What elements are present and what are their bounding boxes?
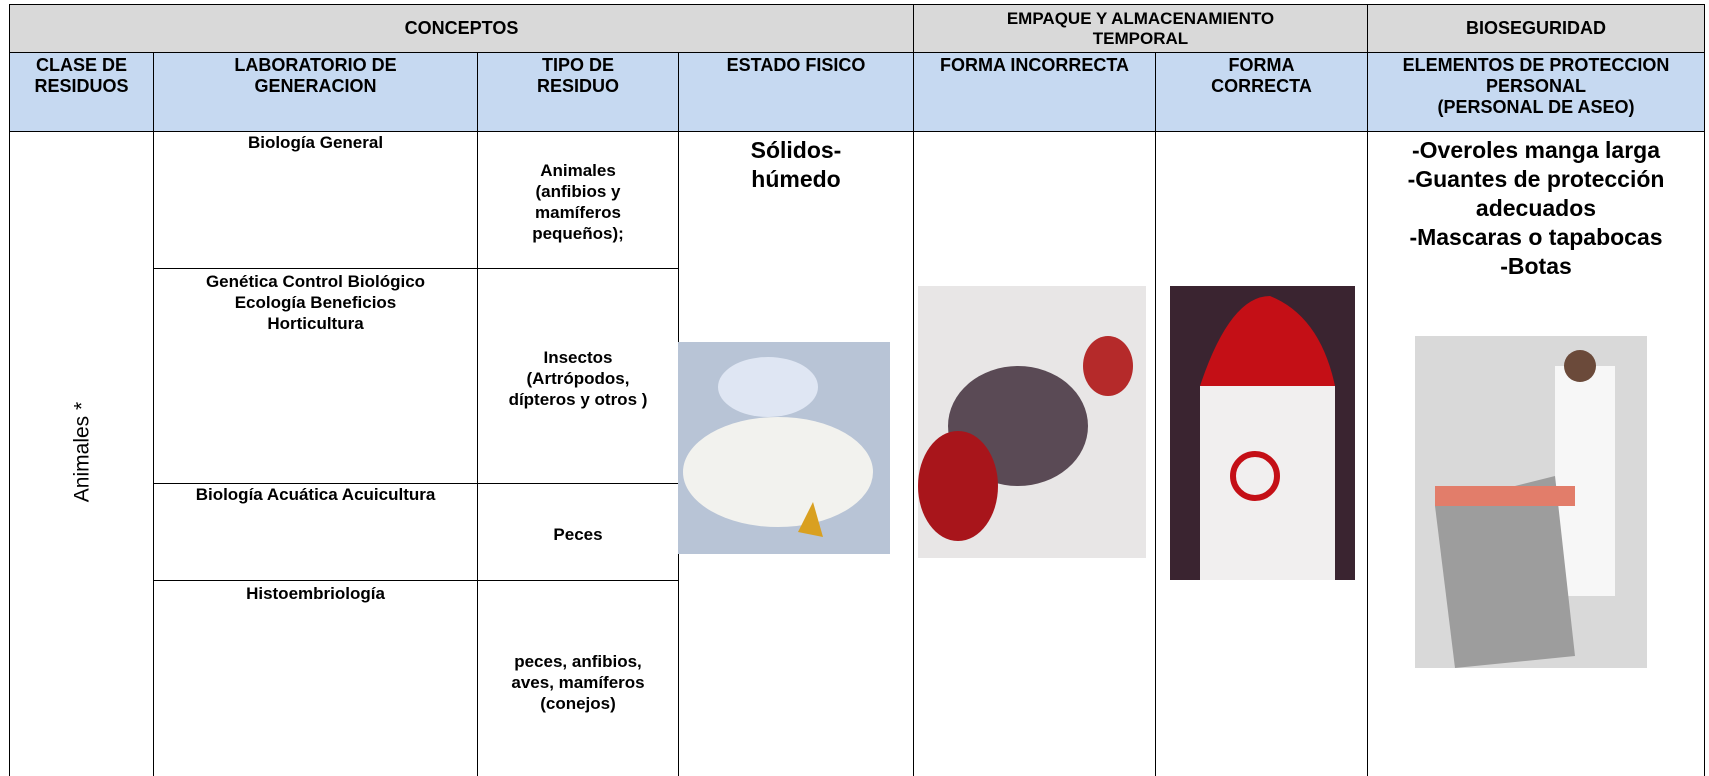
photo-ppe [1415, 336, 1647, 668]
lab-cell: Biología Acuática Acuicultura [153, 483, 478, 581]
type-cell: peces, anfibios, aves, mamíferos (conejo… [477, 580, 679, 776]
column-header: FORMA INCORRECTA [913, 52, 1156, 132]
group-header: EMPAQUE Y ALMACENAMIENTO TEMPORAL [913, 4, 1368, 53]
class-label: Animales * [70, 401, 94, 503]
type-cell: Insectos (Artrópodos, dípteros y otros ) [477, 268, 679, 484]
class-cell: Animales * [9, 131, 154, 776]
column-header: FORMA CORRECTA [1155, 52, 1368, 132]
photo-bird [678, 342, 890, 554]
column-header: ESTADO FISICO [678, 52, 914, 132]
column-header: LABORATORIO DE GENERACION [153, 52, 478, 132]
lab-cell: Biología General [153, 131, 478, 269]
column-header: TIPO DE RESIDUO [477, 52, 679, 132]
column-header: CLASE DE RESIDUOS [9, 52, 154, 132]
type-cell: Animales (anfibios y mamíferos pequeños)… [477, 131, 679, 269]
column-header: ELEMENTOS DE PROTECCION PERSONAL (PERSON… [1367, 52, 1705, 132]
lab-cell: Histoembriología [153, 580, 478, 776]
group-header: BIOSEGURIDAD [1367, 4, 1705, 53]
photo-correct [1170, 286, 1355, 580]
type-cell: Peces [477, 483, 679, 581]
group-header: CONCEPTOS [9, 4, 914, 53]
lab-cell: Genética Control Biológico Ecología Bene… [153, 268, 478, 484]
photo-incorrect [918, 286, 1146, 558]
